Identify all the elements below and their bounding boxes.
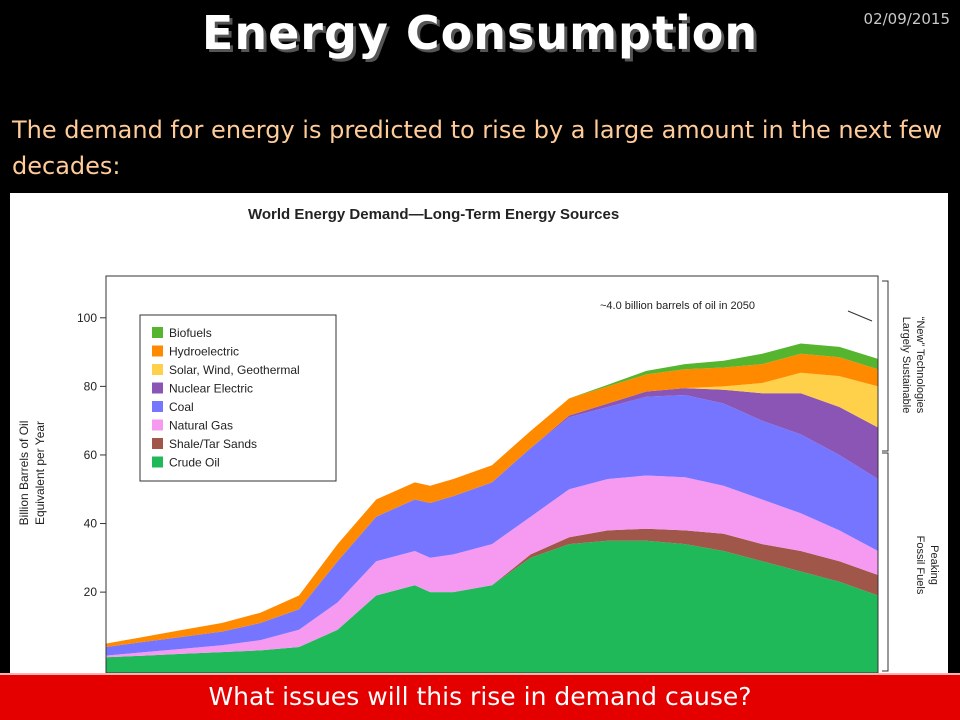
legend-label: Hydroelectric [169,345,239,359]
legend-label: Crude Oil [169,456,220,470]
legend-swatch [152,327,163,338]
chart-legend: Biofuels Hydroelectric Solar, Wind, Geothe… [139,314,337,482]
legend-swatch [152,364,163,375]
legend-label: Biofuels [169,326,212,340]
legend-label: Coal [169,400,194,414]
bracket-upper-label-line1: “New” Technologies [914,317,926,414]
legend-swatch [152,438,163,449]
legend-label: Shale/Tar Sands [169,437,257,451]
chart-title: World Energy Demand—Long-Term Energy Sou… [248,206,619,223]
legend-swatch [152,456,163,468]
bracket-lower-label-line2: Fossil Fuels [914,536,926,595]
bracket-upper [882,280,889,452]
annotation-leader [847,310,873,322]
y-axis: 20 40 60 80 100 [77,311,106,599]
plot-frame [105,275,879,673]
area-nuclear-electric [106,388,878,647]
chart-areas [106,343,878,673]
y-tick-label: 60 [84,448,98,462]
area-crude-oil [106,540,878,673]
bracket-lower [882,452,889,672]
energy-demand-chart: World Energy Demand—Long-Term Energy Sou… [17,206,940,673]
legend-swatch [152,345,163,357]
y-tick-label: 20 [84,585,98,599]
legend-label: Nuclear Electric [169,382,253,396]
slide-date: 02/09/2015 [863,10,950,28]
bracket-upper-label-line2: Largely Sustainable [900,317,912,414]
area-coal [106,395,878,656]
legend-swatch [152,419,163,431]
legend-label: Natural Gas [169,419,233,433]
footer-question: What issues will this rise in demand cau… [0,673,960,720]
area-natural-gas [106,475,878,658]
slide-title: Energy Consumption [201,6,759,60]
legend-swatch [152,382,163,394]
annotation-top: ~4.0 billion barrels of oil in 2050 [600,300,755,312]
legend-box [139,314,337,482]
y-tick-label: 40 [84,517,98,531]
y-tick-label: 100 [77,311,97,325]
y-axis-label-line1: Billion Barrels of Oil [17,421,31,526]
y-axis-label-line2: Equivalent per Year [33,421,47,525]
slide-body-text: The demand for energy is predicted to ri… [12,116,942,180]
bracket-lower-label-line1: Peaking [928,545,940,585]
chart-panel: World Energy Demand—Long-Term Energy Sou… [10,193,948,673]
y-tick-label: 80 [84,379,98,393]
legend-swatch [152,401,163,412]
legend-label: Solar, Wind, Geothermal [169,363,300,377]
